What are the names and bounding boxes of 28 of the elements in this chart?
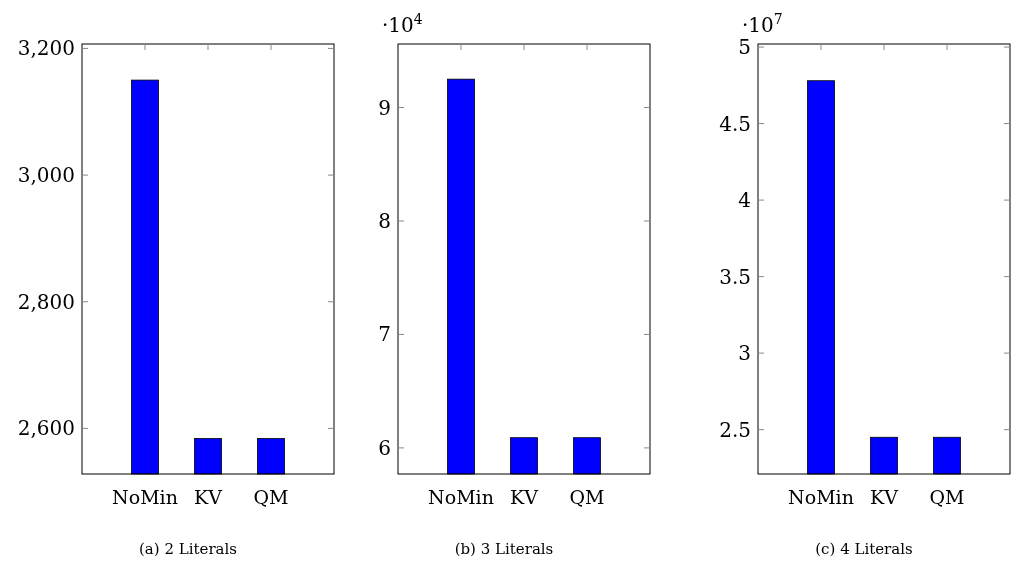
x-tick-label: NoMin <box>112 486 178 508</box>
text: (b) 3 Literals <box>454 540 554 558</box>
y-tick-label: 3 <box>738 341 751 366</box>
y-tick-label: 4 <box>738 188 751 213</box>
x-tick-label: KV <box>870 486 899 508</box>
y-tick-label: 9 <box>378 95 391 120</box>
text: (c) 4 Literals <box>815 540 913 558</box>
y-tick-label: 3.5 <box>719 264 751 289</box>
x-tick-label: KV <box>194 486 223 508</box>
y-tick-label: 4.5 <box>719 111 751 136</box>
text: ·10$^{7}$ <box>742 11 783 37</box>
x-tick-label: QM <box>569 486 605 508</box>
text: ·10$^{4}$ <box>382 11 423 37</box>
x-tick-label: QM <box>929 486 965 508</box>
text: (a) 2 Literals <box>139 540 237 558</box>
y-tick-label: 3,000 <box>17 163 75 188</box>
x-tick-label: QM <box>253 486 289 508</box>
y-tick-label: 8 <box>378 208 391 233</box>
y-tick-label: 2.5 <box>719 417 751 442</box>
y-tick-label: 3,200 <box>17 36 75 61</box>
y-tick-label: 5 <box>738 35 751 60</box>
y-tick-label: 6 <box>378 435 391 460</box>
x-tick-label: NoMin <box>428 486 494 508</box>
y-tick-label: 2,600 <box>17 416 75 441</box>
x-tick-label: KV <box>510 486 539 508</box>
y-tick-label: 2,800 <box>17 289 75 314</box>
y-tick-label: 7 <box>378 322 391 347</box>
x-tick-label: NoMin <box>788 486 854 508</box>
